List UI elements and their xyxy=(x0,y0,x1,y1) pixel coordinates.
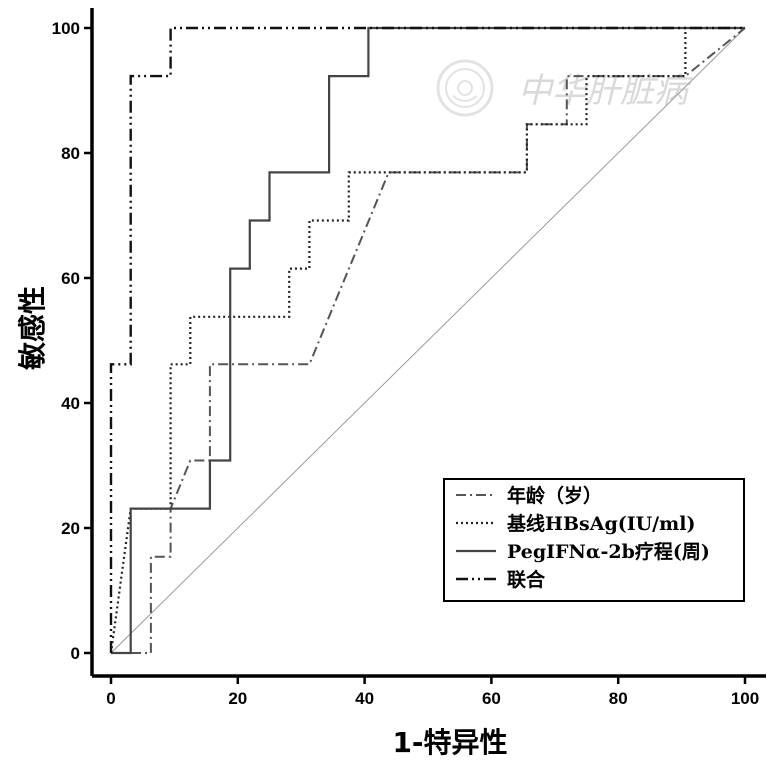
y-tick-label: 100 xyxy=(52,19,80,38)
watermark: 中华肝脏病 xyxy=(436,59,693,117)
x-tick-label: 0 xyxy=(106,689,115,708)
watermark-text: 中华肝脏病 xyxy=(518,71,693,111)
series-line-1 xyxy=(111,27,746,654)
y-tick-label: 40 xyxy=(61,394,80,413)
axes xyxy=(90,8,766,678)
ticks: 0 20 40 60 80 100 0 20 40 60 80 100 xyxy=(52,19,760,708)
series-line-4 xyxy=(109,26,745,653)
reference-diagonal-line xyxy=(110,27,746,654)
x-tick-label: 60 xyxy=(482,689,501,708)
series-line-2 xyxy=(109,26,745,654)
x-tick-label: 20 xyxy=(228,689,247,708)
x-tick-label: 80 xyxy=(609,689,628,708)
y-tick-label: 0 xyxy=(71,644,80,663)
legend-label-2: 基线HBsAg(IU/ml) xyxy=(506,512,695,535)
plot-lines xyxy=(109,26,746,655)
legend-label-3: PegIFNα-2b疗程(周) xyxy=(507,540,710,563)
series-line-3 xyxy=(111,26,745,655)
legend-box xyxy=(443,478,745,602)
y-axis-title: 敏感性 xyxy=(16,286,49,371)
seal-emblem-icon xyxy=(436,59,494,117)
y-tick-label: 80 xyxy=(61,144,80,163)
x-axis-title: 1-特异性 xyxy=(392,726,507,759)
x-tick-label: 40 xyxy=(355,689,374,708)
legend-label-4: 联合 xyxy=(507,568,546,591)
y-tick-label: 20 xyxy=(61,519,80,538)
legend: 年龄（岁） 基线HBsAg(IU/ml) PegIFNα-2b疗程(周) 联合 xyxy=(443,478,745,602)
legend-label-1: 年龄（岁） xyxy=(507,484,602,507)
x-tick-label: 100 xyxy=(731,689,759,708)
y-tick-label: 60 xyxy=(61,269,80,288)
